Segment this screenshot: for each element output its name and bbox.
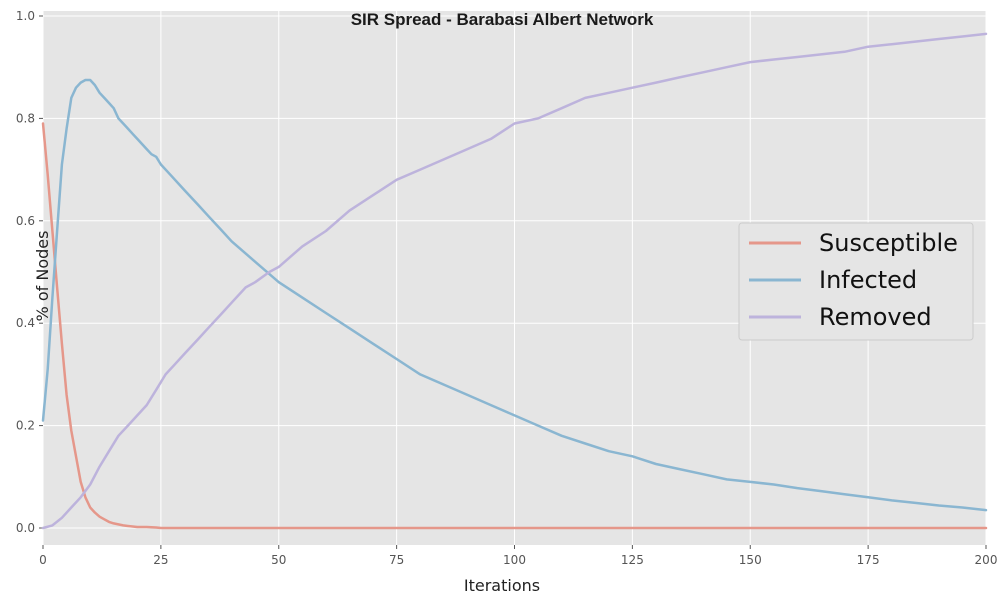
series-lines (41, 32, 988, 530)
y-tick-label: 0.6 (16, 214, 35, 228)
legend: Susceptible Infected Removed (738, 222, 974, 341)
axis-ticks: 0 25 50 75 100 125 150 175 200 0.0 0.2 0.4 0.6 0.8 1.0 (16, 9, 998, 567)
legend-label-removed: Removed (819, 303, 932, 331)
x-axis-label: Iterations (464, 576, 540, 595)
y-tick-label: 0.4 (16, 316, 35, 330)
x-tick-label: 150 (739, 553, 762, 567)
y-axis-label: % of Nodes (33, 231, 52, 322)
series-line-removed (41, 32, 988, 530)
series-line-infected (41, 78, 988, 512)
x-tick-label: 75 (389, 553, 404, 567)
x-tick-label: 0 (39, 553, 47, 567)
x-tick-label: 50 (271, 553, 286, 567)
x-tick-label: 25 (153, 553, 168, 567)
legend-box (738, 222, 974, 341)
y-tick-label: 0.2 (16, 419, 35, 433)
y-tick-label: 1.0 (16, 9, 35, 23)
x-tick-label: 125 (621, 553, 644, 567)
series-line-susceptible (41, 122, 988, 530)
x-tick-label: 100 (503, 553, 526, 567)
y-tick-label: 0.0 (16, 521, 35, 535)
chart-title: SIR Spread - Barabasi Albert Network (351, 10, 654, 29)
x-tick-label: 200 (975, 553, 998, 567)
y-tick-label: 0.8 (16, 111, 35, 125)
legend-label-susceptible: Susceptible (819, 229, 958, 257)
x-tick-label: 175 (857, 553, 880, 567)
legend-label-infected: Infected (819, 266, 917, 294)
